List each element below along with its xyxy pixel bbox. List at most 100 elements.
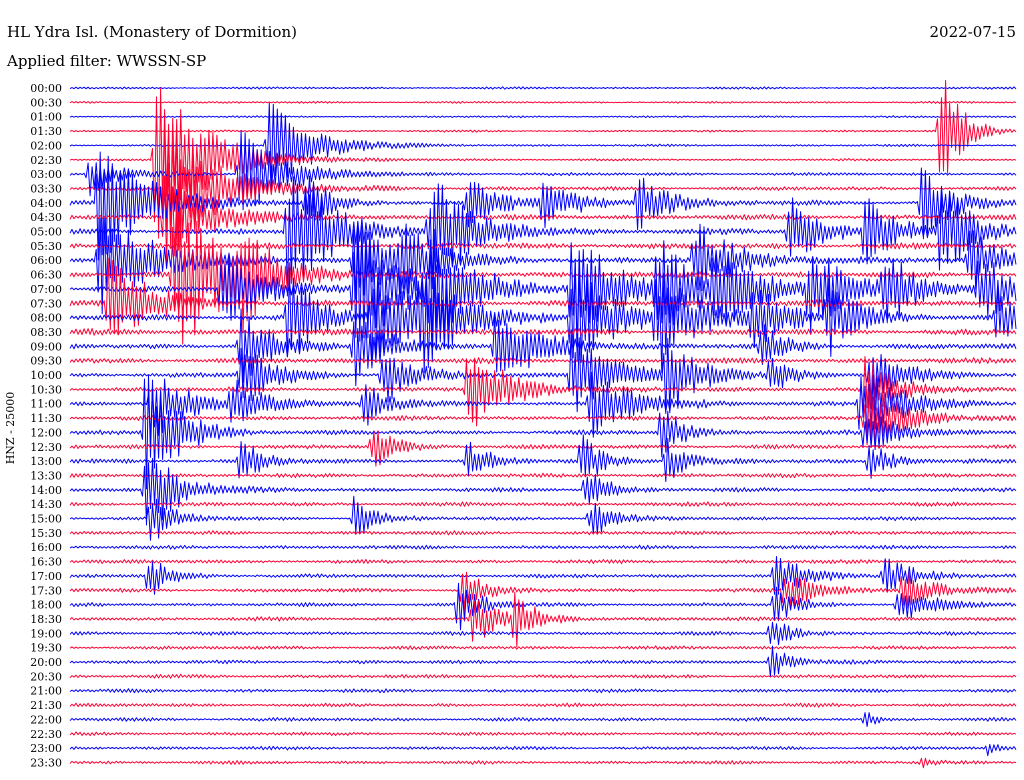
tick-label: 03:30 (30, 182, 62, 195)
trace-line (69, 744, 1017, 757)
tick-label: 20:00 (30, 656, 62, 669)
tick-label: 08:00 (30, 312, 62, 325)
trace-line (69, 262, 1017, 374)
trace-line (69, 501, 1017, 507)
tick-label: 17:30 (30, 584, 62, 597)
trace-line (69, 242, 1017, 250)
tick-label: 04:00 (30, 197, 62, 210)
trace-line (69, 472, 1017, 479)
tick-label: 16:30 (30, 556, 62, 569)
tick-label: 00:30 (30, 96, 62, 109)
trace-line (69, 102, 1017, 187)
trace-line (69, 430, 1017, 467)
trace-line (69, 217, 1017, 315)
y-axis-label: HNZ - 25000 (4, 392, 17, 465)
trace-line (69, 151, 1017, 261)
tick-label: 02:00 (30, 139, 62, 152)
trace-line (69, 329, 1017, 415)
tick-label: 20:30 (30, 670, 62, 683)
trace-line (69, 79, 1017, 174)
tick-label: 23:00 (30, 742, 62, 755)
trace-line (69, 357, 1017, 365)
tick-label: 14:30 (30, 498, 62, 511)
tick-label: 02:30 (30, 154, 62, 167)
trace-line (69, 530, 1017, 536)
trace-line (69, 757, 1017, 769)
trace-line (69, 702, 1017, 708)
trace-line (69, 495, 1017, 541)
tick-label: 21:00 (30, 685, 62, 698)
tick-label: 13:30 (30, 469, 62, 482)
tick-label: 13:00 (30, 455, 62, 468)
trace-line (69, 673, 1017, 679)
trace-line (69, 712, 1017, 727)
tick-label: 11:30 (30, 412, 62, 425)
tick-label: 12:30 (30, 441, 62, 454)
trace-line (69, 328, 1017, 336)
trace-line (69, 571, 1017, 614)
tick-label: 07:30 (30, 297, 62, 310)
tick-label: 23:30 (30, 756, 62, 769)
trace-line (69, 162, 1017, 263)
trace-line (69, 375, 1017, 490)
chart-title: HL Ydra Isl. (Monastery of Dormition) (7, 23, 297, 41)
tick-label: 11:00 (30, 398, 62, 411)
trace-line (69, 390, 1017, 447)
tick-label: 09:00 (30, 340, 62, 353)
tick-label: 01:30 (30, 125, 62, 138)
tick-label: 01:00 (30, 111, 62, 124)
tick-label: 22:00 (30, 713, 62, 726)
trace-line (69, 356, 1017, 427)
tick-label: 10:00 (30, 369, 62, 382)
tick-label: 21:30 (30, 699, 62, 712)
trace-line (69, 731, 1017, 737)
trace-line (69, 86, 1017, 90)
trace-line (69, 176, 1017, 297)
tick-label: 18:00 (30, 599, 62, 612)
trace-group (69, 79, 1017, 769)
trace-line (69, 308, 1017, 387)
trace-line (69, 582, 1017, 631)
tick-label: 17:00 (30, 570, 62, 583)
trace-line (69, 556, 1017, 595)
tick-label: 12:00 (30, 426, 62, 439)
tick-label: 16:00 (30, 541, 62, 554)
tick-label: 15:30 (30, 527, 62, 540)
chart-date: 2022-07-15 (930, 23, 1016, 41)
trace-line (69, 434, 1017, 482)
tick-label: 14:00 (30, 484, 62, 497)
trace-line (69, 115, 1017, 119)
tick-label: 19:30 (30, 642, 62, 655)
trace-line (69, 645, 1017, 650)
trace-line (69, 591, 1017, 648)
tick-label: 03:00 (30, 168, 62, 181)
tick-label: 09:30 (30, 355, 62, 368)
tick-label: 06:00 (30, 254, 62, 267)
trace-line (69, 544, 1017, 550)
trace-line (69, 688, 1017, 694)
tick-label: 15:00 (30, 513, 62, 526)
tick-label: 06:30 (30, 269, 62, 282)
trace-line (69, 458, 1017, 526)
trace-line (69, 87, 1017, 239)
tick-label: 05:00 (30, 226, 62, 239)
tick-label: 19:00 (30, 627, 62, 640)
trace-line (69, 257, 1017, 334)
tick-label: 07:00 (30, 283, 62, 296)
tick-label: 08:30 (30, 326, 62, 339)
trace-line (69, 130, 1017, 211)
tick-label: 18:30 (30, 613, 62, 626)
tick-label: 04:30 (30, 211, 62, 224)
tick-label: 00:00 (30, 82, 62, 95)
tick-label: 22:30 (30, 728, 62, 741)
trace-line (69, 558, 1017, 565)
tick-label: 05:30 (30, 240, 62, 253)
chart-subtitle: Applied filter: WWSSN-SP (6, 52, 206, 70)
trace-line (69, 225, 1017, 349)
trace-line (69, 645, 1017, 678)
trace-line (69, 621, 1017, 646)
tick-label: 10:30 (30, 383, 62, 396)
trace-line (69, 100, 1017, 104)
